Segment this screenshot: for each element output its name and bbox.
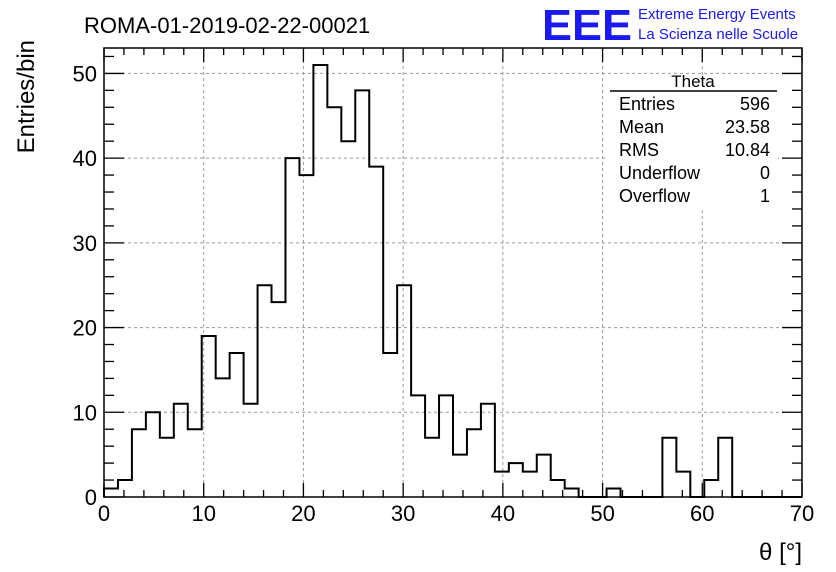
y-tick-label: 50 <box>73 61 97 86</box>
eee-logo: EEE Extreme Energy Events La Scienza nel… <box>542 1 798 50</box>
y-tick-label: 10 <box>73 400 97 425</box>
x-tick-label: 10 <box>191 501 215 526</box>
x-tick-label: 50 <box>590 501 614 526</box>
x-tick-label: 20 <box>291 501 315 526</box>
x-tick-label: 40 <box>491 501 515 526</box>
plot-frame <box>103 47 803 498</box>
stats-box-rows: Entries 596 Mean 23.58 RMS 10.84 Underflow 0 Ove… <box>619 94 770 206</box>
stats-row-value: 1 <box>760 186 770 206</box>
y-tick-label: 40 <box>73 146 97 171</box>
stats-row-label: Entries <box>619 94 675 114</box>
stats-box-title: Theta <box>671 72 715 91</box>
stats-box-background <box>608 78 778 210</box>
stats-row-label: RMS <box>619 140 659 160</box>
y-tick-label: 30 <box>73 231 97 256</box>
stats-box: Theta Entries 596 Mean 23.58 RMS 10.84 Underfl… <box>608 72 778 210</box>
logo-line-1: Extreme Energy Events <box>638 6 796 23</box>
stats-row-label: Overflow <box>619 186 691 206</box>
x-tick-label: 70 <box>790 501 814 526</box>
axis-ticks <box>103 48 803 498</box>
stats-row-value: 23.58 <box>725 117 770 137</box>
stats-row-value: 0 <box>760 163 770 183</box>
y-axis-label: Entries/bin <box>13 40 40 153</box>
y-tick-label: 0 <box>85 485 97 510</box>
x-axis-label: θ [°] <box>759 539 802 566</box>
stats-row-label: Underflow <box>619 163 701 183</box>
histogram-outline <box>103 63 802 498</box>
stats-row-value: 10.84 <box>725 140 770 160</box>
x-tick-label: 0 <box>98 501 110 526</box>
logo-line-2: La Scienza nelle Scuole <box>638 26 798 43</box>
stats-row-label: Mean <box>619 117 664 137</box>
chart-title: ROMA-01-2019-02-22-00021 <box>84 13 370 38</box>
x-tick-label: 60 <box>690 501 714 526</box>
y-tick-label: 20 <box>73 316 97 341</box>
logo-mark: EEE <box>542 1 632 50</box>
stats-row-value: 596 <box>740 94 770 114</box>
x-tick-label: 30 <box>391 501 415 526</box>
